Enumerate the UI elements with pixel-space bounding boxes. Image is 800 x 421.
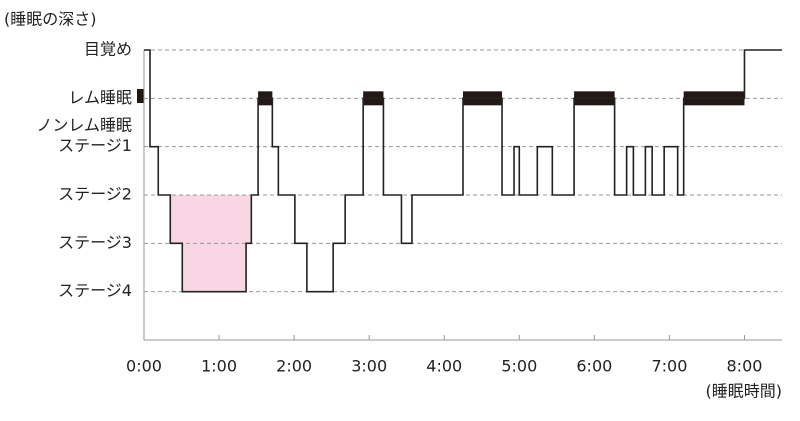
x-axis-label: (睡眠時間) (706, 382, 783, 401)
x-tick-label: 1:00 (201, 357, 237, 376)
x-tick-label: 5:00 (501, 357, 537, 376)
x-tick-label: 3:00 (351, 357, 387, 376)
y-tick-label: 目覚め (84, 40, 132, 59)
y-tick-label: ステージ1 (58, 136, 132, 155)
x-tick-label: 0:00 (126, 357, 162, 376)
annotation: ノンレム睡眠 (36, 116, 132, 135)
y-tick-label: レム睡眠 (68, 88, 132, 107)
x-tick-label: 6:00 (576, 357, 612, 376)
chart-title: (睡眠の深さ) (4, 10, 97, 29)
x-tick-label: 7:00 (651, 357, 687, 376)
y-tick-label: ステージ2 (58, 185, 132, 204)
rem-marker (137, 89, 144, 103)
x-tick-label: 8:00 (727, 357, 763, 376)
y-tick-label: ステージ3 (58, 233, 132, 252)
x-tick-label: 2:00 (276, 357, 312, 376)
y-tick-label: ステージ4 (58, 281, 132, 300)
sleep-line (144, 49, 782, 293)
x-tick-label: 4:00 (426, 357, 462, 376)
